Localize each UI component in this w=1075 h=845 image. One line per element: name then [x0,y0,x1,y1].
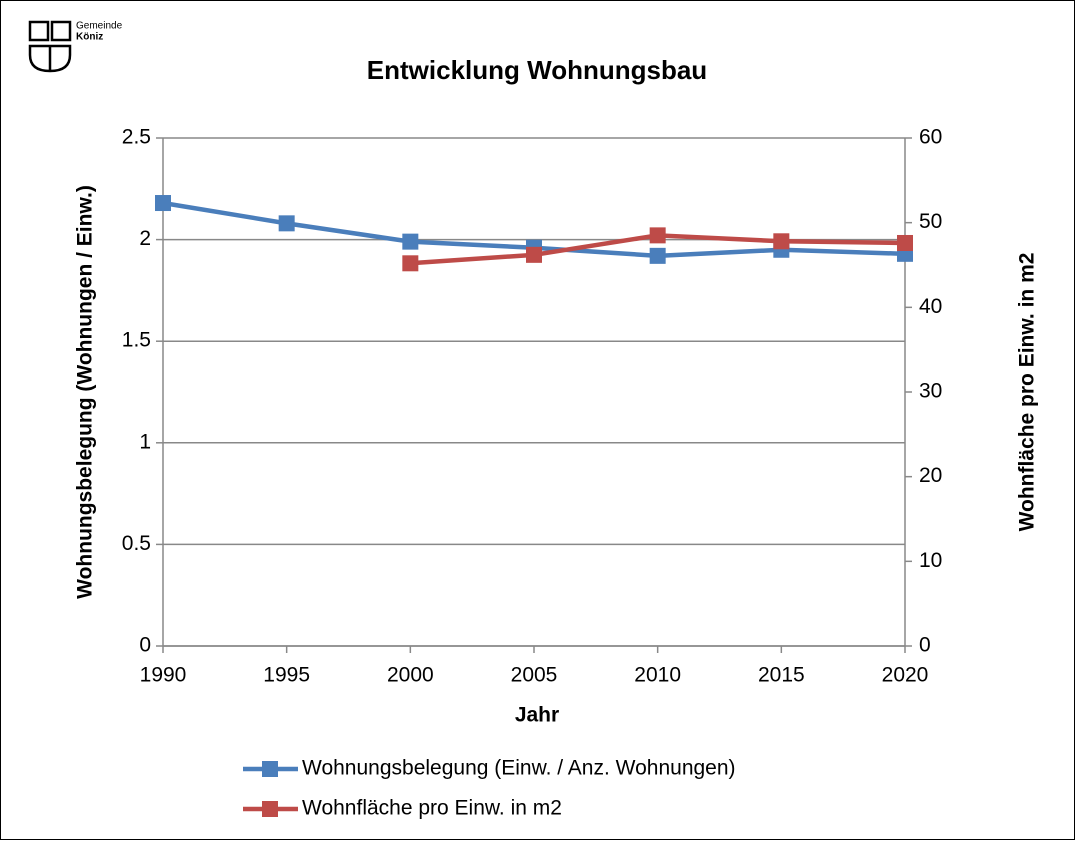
y-tick-label: 0 [139,634,151,657]
point-marker [155,195,171,212]
logo-text: Köniz [76,32,103,43]
x-tick-label: 2000 [387,664,434,687]
y2-tick-label: 0 [919,634,931,657]
y2-tick-label: 60 [919,126,942,149]
y2-tick-label: 30 [919,380,942,403]
x-tick-label: 1995 [263,664,310,687]
y-tick-label: 2.5 [122,126,151,149]
y2-tick-label: 20 [919,464,942,487]
y2-tick-label: 50 [919,210,942,233]
point-marker [897,234,913,251]
y2-tick-label: 10 [919,549,942,572]
x-tick-label: 2015 [758,664,805,687]
legend-label: Wohnungsbelegung (Einw. / Anz. Wohnungen… [302,757,736,780]
legend-swatch [262,801,278,817]
y-tick-label: 1 [139,430,151,453]
legend-label: Wohnfläche pro Einw. in m2 [302,797,562,820]
y-tick-label: 0.5 [122,532,151,555]
x-tick-label: 2020 [882,664,929,687]
logo [28,20,72,73]
y2-axis-label: Wohnfläche pro Einw. in m2 [1016,253,1039,532]
point-marker [402,233,419,250]
logo-text: Gemeinde [76,21,123,32]
chart-title: Entwicklung Wohnungsbau [367,55,707,85]
point-marker [526,246,542,263]
x-tick-label: 1990 [140,664,187,687]
point-marker [278,215,295,232]
x-tick-label: 2010 [634,664,681,687]
y-tick-label: 2 [139,227,151,250]
y-tick-label: 1.5 [122,329,151,352]
y-axis-label: Wohnungsbelegung (Wohnungen / Einw.) [74,185,97,599]
x-axis-label: Jahr [515,704,559,727]
x-tick-label: 2005 [511,664,558,687]
legend-swatch [262,761,278,777]
point-marker [402,255,419,272]
point-marker [773,233,790,250]
y2-tick-label: 40 [919,295,942,318]
point-marker [649,227,666,244]
point-marker [649,247,666,264]
